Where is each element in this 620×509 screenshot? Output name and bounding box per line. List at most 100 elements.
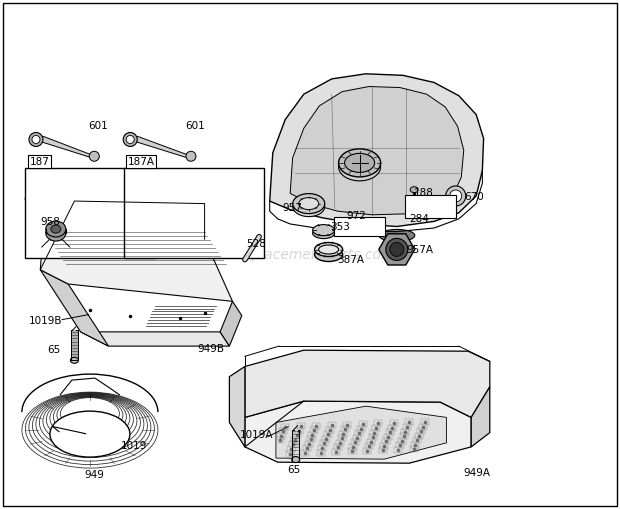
Polygon shape [81, 332, 229, 346]
Bar [281, 423, 289, 430]
Ellipse shape [46, 225, 66, 241]
Ellipse shape [339, 149, 381, 177]
Bar [340, 431, 347, 437]
Bar [398, 438, 405, 444]
Bar [326, 427, 334, 433]
Text: 353: 353 [330, 221, 350, 232]
Bar [280, 428, 287, 434]
Bar [291, 437, 299, 443]
Bar [276, 437, 283, 443]
Bar [348, 448, 355, 455]
Text: 187A: 187A [128, 157, 155, 167]
Bar [379, 447, 386, 454]
Ellipse shape [446, 186, 466, 206]
Polygon shape [245, 401, 471, 463]
Bar [288, 446, 295, 452]
Ellipse shape [314, 242, 343, 257]
Text: 957: 957 [283, 203, 303, 213]
Text: 65: 65 [288, 465, 301, 475]
Bar [415, 433, 423, 439]
Ellipse shape [450, 190, 462, 202]
Ellipse shape [186, 151, 196, 161]
Ellipse shape [51, 225, 61, 233]
Bar [312, 422, 320, 429]
Polygon shape [229, 366, 245, 447]
Text: 949A: 949A [464, 468, 491, 478]
Bar [321, 440, 328, 446]
Bar [410, 446, 417, 453]
Polygon shape [471, 387, 490, 447]
Bar [324, 431, 332, 437]
Bar [390, 420, 397, 426]
Ellipse shape [390, 242, 404, 257]
Text: 670: 670 [464, 192, 484, 202]
Bar [359, 421, 366, 427]
Ellipse shape [29, 132, 43, 147]
Bar [301, 450, 309, 456]
Polygon shape [34, 136, 99, 160]
Text: 528: 528 [246, 239, 266, 249]
Bar [295, 428, 303, 434]
Bar [293, 432, 301, 438]
Bar [303, 445, 311, 451]
Bar [384, 434, 392, 440]
Ellipse shape [292, 457, 299, 463]
Bar [405, 419, 413, 426]
Ellipse shape [71, 357, 78, 363]
Bar [419, 423, 427, 430]
Polygon shape [220, 301, 242, 346]
Ellipse shape [46, 221, 66, 237]
Bar [336, 440, 343, 446]
Bar [343, 421, 351, 428]
Bar [367, 439, 374, 445]
Bar [355, 430, 363, 436]
Bar [394, 447, 402, 453]
Ellipse shape [123, 132, 137, 147]
Text: 949B: 949B [197, 344, 224, 354]
Text: 957A: 957A [406, 245, 433, 256]
Ellipse shape [314, 247, 343, 262]
Bar [317, 449, 324, 456]
Bar [417, 428, 425, 434]
Text: 1019A: 1019A [239, 430, 273, 440]
Bar [414, 437, 421, 443]
Ellipse shape [319, 245, 339, 254]
Bar [404, 424, 411, 430]
Bar [412, 442, 419, 448]
Bar [381, 443, 388, 449]
Ellipse shape [293, 193, 325, 214]
Bar [334, 444, 342, 450]
Bar [124, 168, 264, 258]
Bar [332, 449, 340, 455]
Ellipse shape [379, 230, 415, 241]
Polygon shape [290, 87, 464, 215]
Bar [357, 426, 365, 432]
Polygon shape [276, 406, 446, 459]
Ellipse shape [32, 135, 40, 144]
FancyBboxPatch shape [405, 195, 456, 218]
Ellipse shape [410, 187, 418, 193]
Ellipse shape [126, 135, 134, 144]
Bar [421, 419, 428, 425]
Polygon shape [40, 270, 108, 346]
Bar [365, 443, 373, 449]
Bar [290, 441, 297, 447]
Bar [369, 434, 376, 440]
Ellipse shape [312, 224, 335, 236]
Bar [400, 433, 407, 439]
Polygon shape [270, 74, 484, 227]
Text: 387A: 387A [337, 255, 364, 265]
Bar [311, 427, 318, 433]
Text: 972: 972 [347, 211, 366, 221]
Bar [352, 439, 359, 445]
Text: 601: 601 [88, 121, 108, 131]
Bar [388, 425, 396, 431]
Bar [386, 429, 394, 435]
Text: 949: 949 [84, 470, 104, 480]
Text: 1019B: 1019B [29, 316, 62, 326]
Bar [373, 425, 380, 431]
Polygon shape [40, 229, 232, 301]
Polygon shape [379, 234, 415, 265]
Bar [363, 448, 371, 454]
Bar [396, 442, 404, 448]
